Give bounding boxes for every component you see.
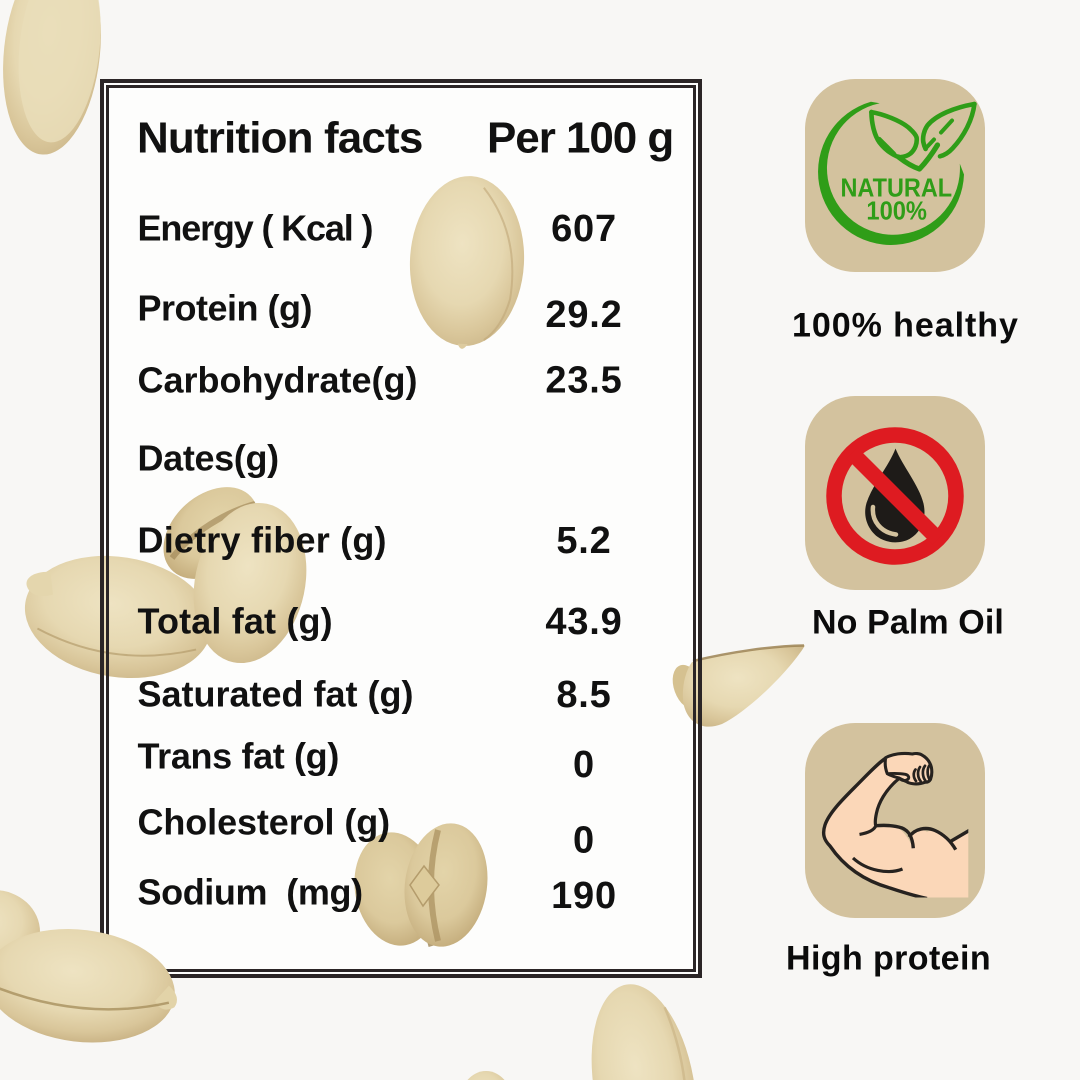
svg-text:5.2: 5.2	[556, 520, 611, 562]
svg-text:Dietry fiber (g): Dietry fiber (g)	[138, 519, 387, 560]
svg-text:607: 607	[551, 208, 617, 250]
svg-text:100%: 100%	[866, 198, 927, 226]
svg-text:Dates(g): Dates(g)	[138, 437, 279, 478]
svg-text:Nutrition facts: Nutrition facts	[137, 113, 422, 162]
svg-text:0: 0	[573, 820, 595, 862]
svg-text:Per 100 g: Per 100 g	[487, 113, 673, 162]
svg-text:Sodium (mg): Sodium (mg)	[138, 871, 363, 912]
svg-text:43.9: 43.9	[545, 601, 622, 643]
svg-text:High protein: High protein	[786, 939, 991, 977]
svg-text:Total fat (g): Total fat (g)	[138, 600, 333, 641]
svg-text:190: 190	[551, 875, 617, 917]
svg-text:100% healthy: 100% healthy	[792, 306, 1019, 344]
svg-text:Cholesterol (g): Cholesterol (g)	[138, 801, 391, 842]
svg-text:23.5: 23.5	[545, 360, 622, 402]
svg-text:0: 0	[573, 744, 595, 786]
svg-text:No Palm Oil: No Palm Oil	[812, 603, 1004, 641]
svg-text:Energy ( Kcal ): Energy ( Kcal )	[138, 207, 373, 248]
svg-text:Protein (g): Protein (g)	[138, 287, 312, 328]
svg-text:NATURAL: NATURAL	[840, 175, 952, 203]
svg-text:Saturated fat (g): Saturated fat (g)	[138, 673, 414, 714]
svg-text:Trans fat (g): Trans fat (g)	[138, 735, 339, 776]
svg-text:8.5: 8.5	[556, 674, 611, 716]
svg-text:29.2: 29.2	[545, 294, 622, 336]
svg-text:Carbohydrate(g): Carbohydrate(g)	[138, 359, 418, 400]
